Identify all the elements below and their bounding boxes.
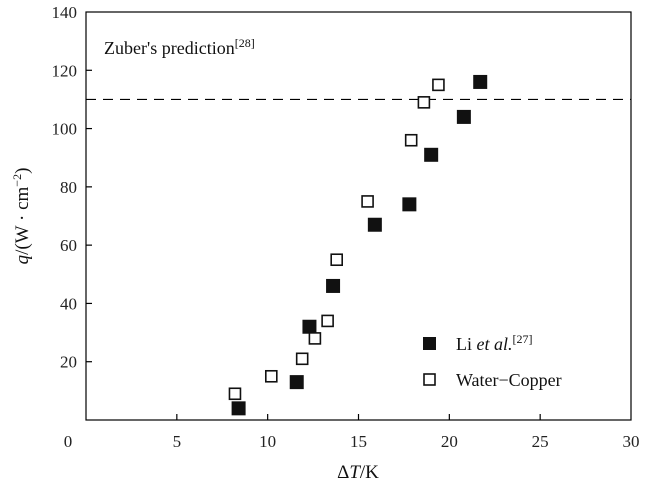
legend: Li et al.[27] Water−Copper [423, 332, 562, 390]
li-data-point [367, 217, 382, 232]
zuber-label: Zuber's prediction [104, 38, 235, 58]
x-axis-ticks: 0 5 10 15 20 25 30 [64, 414, 640, 451]
legend-li-etal: et al. [477, 334, 513, 354]
x-axis-title: ΔT/K [337, 462, 379, 483]
li-data-point [302, 319, 317, 334]
y-axis-ticks: 20 40 60 80 100 120 140 [52, 3, 92, 372]
x-tick-label: 5 [173, 432, 182, 451]
y-tick-label: 80 [60, 178, 77, 197]
y-title-unit: /(W · cm [12, 186, 33, 254]
y-tick-label: 100 [52, 120, 78, 139]
y-tick-label: 120 [52, 61, 78, 80]
water-copper-data-point [404, 133, 418, 147]
legend-marker-water [423, 373, 436, 386]
li-data-point [231, 401, 246, 416]
y-title-close: ) [12, 168, 33, 174]
water-copper-data-point [295, 352, 309, 366]
x-tick-label: 0 [64, 432, 73, 451]
zuber-ref: [28] [235, 36, 255, 50]
y-title-q: q [12, 254, 33, 264]
li-data-point [424, 147, 439, 162]
water-copper-data-point [330, 253, 344, 267]
plot-frame [85, 11, 632, 421]
x-title-unit: /K [360, 462, 379, 483]
legend-entry-li: Li et al.[27] [456, 332, 533, 354]
data-points [228, 74, 488, 416]
legend-li-ref: [27] [513, 332, 533, 346]
li-data-point [326, 278, 341, 293]
li-data-point [402, 197, 417, 212]
x-tick-label: 25 [532, 432, 549, 451]
x-tick-label: 20 [441, 432, 458, 451]
li-data-point [473, 74, 488, 89]
x-title-delta: Δ [337, 462, 349, 483]
legend-li-name: Li [456, 334, 477, 354]
y-tick-label: 20 [60, 353, 77, 372]
water-copper-data-point [361, 195, 374, 208]
water-copper-data-point [321, 314, 334, 328]
y-tick-label: 140 [52, 3, 78, 22]
x-title-T: T [349, 462, 361, 483]
x-tick-label: 30 [623, 432, 640, 451]
water-copper-data-point [308, 332, 322, 345]
y-axis-title: q/(W · cm−2) [10, 168, 33, 265]
zuber-annotation: Zuber's prediction[28] [104, 36, 255, 58]
y-tick-label: 60 [60, 236, 77, 255]
legend-marker-li [423, 337, 436, 350]
x-tick-label: 15 [350, 432, 367, 451]
water-copper-data-point [417, 96, 431, 109]
x-tick-label: 10 [259, 432, 276, 451]
water-copper-data-point [432, 78, 445, 92]
li-data-point [456, 109, 471, 124]
water-copper-data-point [264, 369, 278, 383]
water-copper-data-point [228, 387, 242, 401]
y-title-exp: −2 [10, 174, 24, 187]
li-data-point [289, 375, 304, 390]
y-tick-label: 40 [60, 294, 77, 313]
legend-entry-water: Water−Copper [456, 370, 562, 390]
